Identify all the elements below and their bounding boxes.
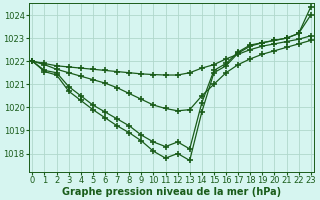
X-axis label: Graphe pression niveau de la mer (hPa): Graphe pression niveau de la mer (hPa) <box>62 187 281 197</box>
